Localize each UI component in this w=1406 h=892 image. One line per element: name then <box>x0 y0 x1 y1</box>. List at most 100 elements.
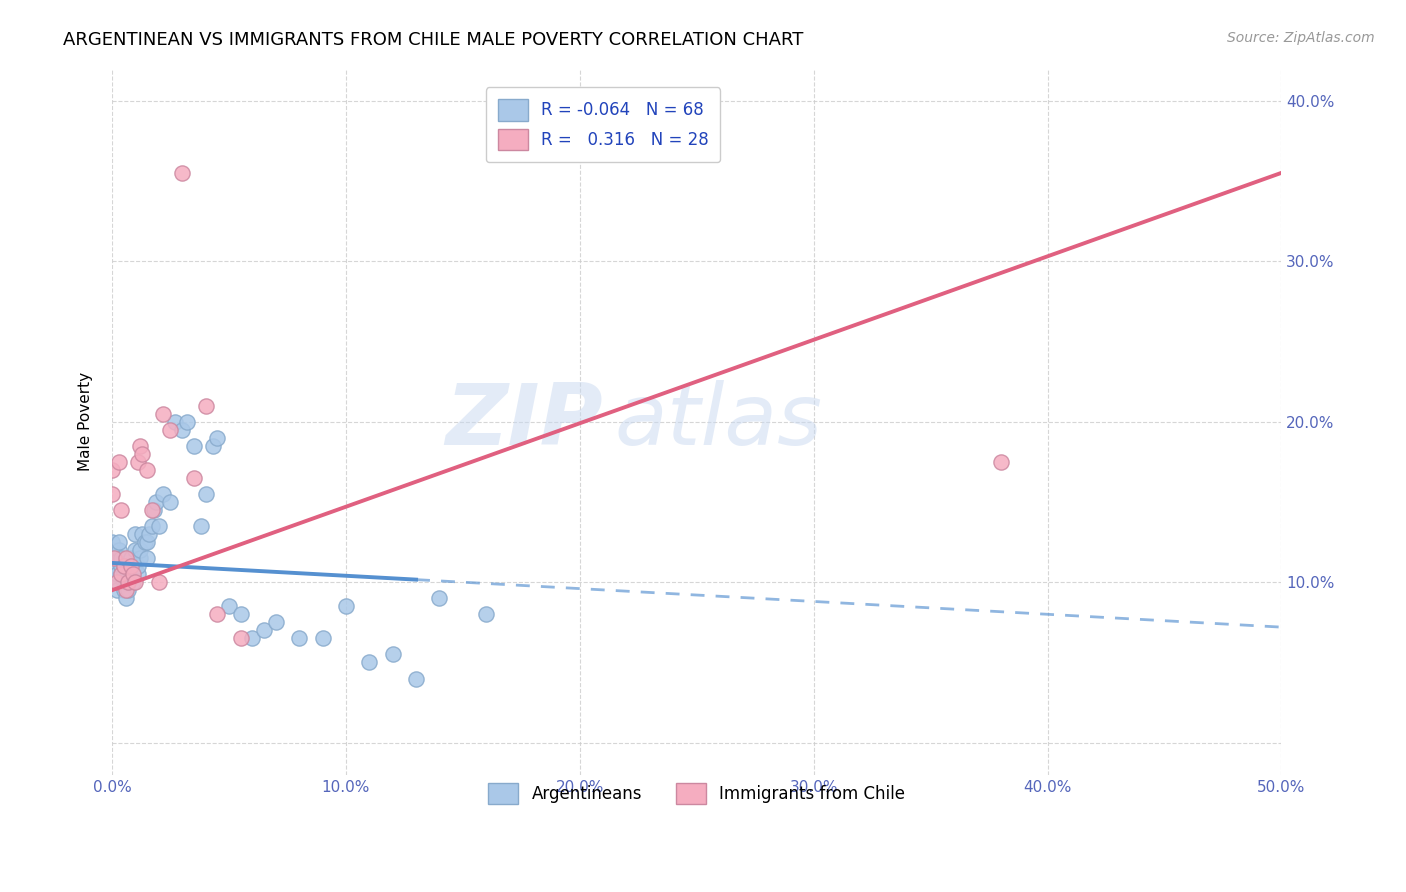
Legend: Argentineans, Immigrants from Chile: Argentineans, Immigrants from Chile <box>477 772 917 816</box>
Point <box>141 519 163 533</box>
Point <box>190 519 212 533</box>
Point <box>194 487 217 501</box>
Point <box>159 495 181 509</box>
Text: atlas: atlas <box>614 380 823 463</box>
Point <box>122 567 145 582</box>
Point <box>127 455 149 469</box>
Point <box>311 632 333 646</box>
Point <box>129 543 152 558</box>
Point <box>101 567 124 582</box>
Point <box>148 575 170 590</box>
Point <box>183 439 205 453</box>
Point <box>138 527 160 541</box>
Point <box>124 559 146 574</box>
Point <box>124 527 146 541</box>
Point <box>207 607 229 622</box>
Point <box>127 567 149 582</box>
Point <box>165 415 187 429</box>
Point <box>120 567 142 582</box>
Point <box>990 455 1012 469</box>
Point <box>253 624 276 638</box>
Y-axis label: Male Poverty: Male Poverty <box>79 372 93 471</box>
Point <box>120 551 142 566</box>
Point <box>103 551 125 566</box>
Point <box>112 559 135 574</box>
Point <box>101 551 124 566</box>
Point <box>110 559 132 574</box>
Point <box>115 583 138 598</box>
Point <box>159 423 181 437</box>
Point <box>101 535 124 549</box>
Point <box>101 463 124 477</box>
Point <box>105 575 128 590</box>
Point <box>136 463 159 477</box>
Point <box>103 559 125 574</box>
Point <box>110 551 132 566</box>
Point <box>131 527 153 541</box>
Point <box>183 471 205 485</box>
Point <box>136 535 159 549</box>
Point <box>127 559 149 574</box>
Point <box>429 591 451 606</box>
Point <box>359 656 381 670</box>
Point <box>117 575 139 590</box>
Point <box>240 632 263 646</box>
Point <box>105 583 128 598</box>
Point <box>117 583 139 598</box>
Point <box>108 543 131 558</box>
Point <box>229 632 252 646</box>
Point <box>129 551 152 566</box>
Point <box>103 575 125 590</box>
Point <box>131 447 153 461</box>
Point <box>229 607 252 622</box>
Point <box>405 672 427 686</box>
Point <box>288 632 311 646</box>
Point <box>152 407 174 421</box>
Text: ZIP: ZIP <box>446 380 603 463</box>
Point <box>218 599 240 614</box>
Point <box>120 559 142 574</box>
Text: Source: ZipAtlas.com: Source: ZipAtlas.com <box>1227 31 1375 45</box>
Point <box>335 599 357 614</box>
Point <box>112 567 135 582</box>
Point <box>120 559 142 574</box>
Point <box>381 648 404 662</box>
Point <box>122 575 145 590</box>
Point <box>105 567 128 582</box>
Text: ARGENTINEAN VS IMMIGRANTS FROM CHILE MALE POVERTY CORRELATION CHART: ARGENTINEAN VS IMMIGRANTS FROM CHILE MAL… <box>63 31 804 49</box>
Point <box>110 567 132 582</box>
Point <box>115 591 138 606</box>
Point <box>124 575 146 590</box>
Point <box>101 543 124 558</box>
Point <box>264 615 287 630</box>
Point <box>108 535 131 549</box>
Point <box>141 503 163 517</box>
Point <box>129 439 152 453</box>
Point <box>108 551 131 566</box>
Point <box>124 543 146 558</box>
Point <box>108 455 131 469</box>
Point <box>117 567 139 582</box>
Point <box>172 423 194 437</box>
Point <box>145 495 167 509</box>
Point <box>475 607 498 622</box>
Point <box>172 166 194 180</box>
Point <box>115 575 138 590</box>
Point <box>110 503 132 517</box>
Point <box>201 439 224 453</box>
Point <box>112 559 135 574</box>
Point <box>194 399 217 413</box>
Point <box>134 535 156 549</box>
Point <box>110 567 132 582</box>
Point <box>112 575 135 590</box>
Point <box>101 559 124 574</box>
Point <box>148 519 170 533</box>
Point <box>122 567 145 582</box>
Point <box>136 551 159 566</box>
Point <box>112 583 135 598</box>
Point <box>176 415 198 429</box>
Point <box>117 575 139 590</box>
Point <box>143 503 166 517</box>
Point <box>115 551 138 566</box>
Point <box>152 487 174 501</box>
